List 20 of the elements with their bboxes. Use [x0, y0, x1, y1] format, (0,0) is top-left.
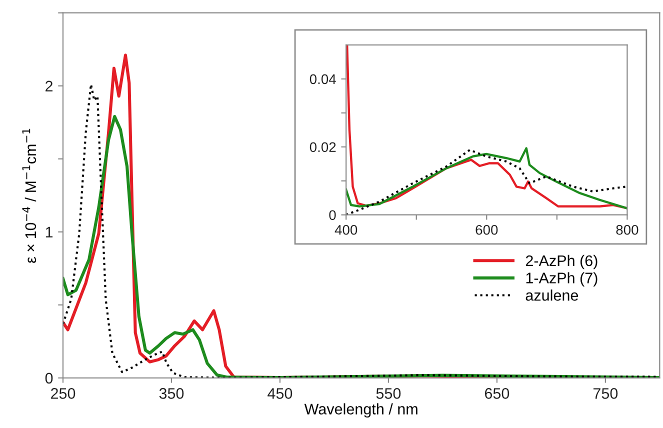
y-axis-title: ε × 10$^{−4}$ / M$^{−1}$cm$^{−1}$ [22, 128, 36, 263]
x-tick-label: 350 [159, 388, 184, 399]
x-tick-label: 450 [268, 388, 292, 399]
x-tick-label: 750 [593, 388, 618, 399]
x-tick-label: 250 [51, 388, 76, 399]
y-tick-label: 0 [45, 372, 53, 384]
y-tick-label: 0 [329, 210, 336, 220]
x-tick-label: 650 [484, 388, 510, 399]
y-tick-label: 0.02 [310, 142, 336, 152]
x-tick-label: 400 [334, 224, 358, 235]
legend-label: azulene [526, 290, 578, 301]
y-tick-label: 1 [46, 226, 53, 238]
y-tick-label: 0.04 [310, 74, 336, 84]
y-tick-label: 2 [46, 80, 52, 92]
legend-label: 2-AzPh (6) [526, 254, 598, 270]
x-tick-label: 800 [616, 224, 638, 235]
x-tick-label: 600 [476, 224, 498, 235]
x-axis-title: Wavelength / nm [304, 403, 418, 418]
x-tick-label: 550 [376, 388, 401, 399]
legend-label: 1-AzPh (7) [526, 272, 598, 286]
